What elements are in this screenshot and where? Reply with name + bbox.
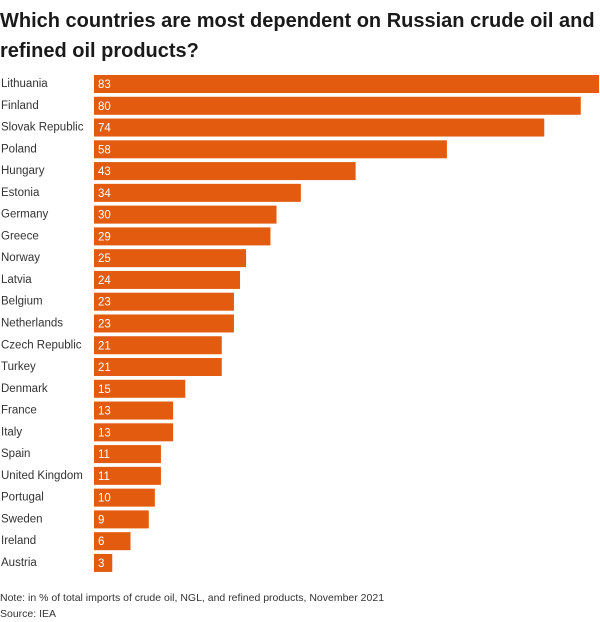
category-label: Hungary	[1, 165, 45, 177]
bar	[94, 336, 222, 355]
bar	[94, 423, 174, 442]
value-label: 13	[98, 427, 111, 439]
value-label: 21	[98, 362, 111, 374]
bar	[94, 227, 271, 246]
bar	[94, 205, 277, 224]
bar	[94, 314, 234, 333]
bar	[94, 532, 131, 551]
value-label: 34	[98, 188, 111, 200]
source: Source: IEA	[0, 608, 57, 620]
bar	[94, 75, 599, 93]
category-label: Belgium	[1, 296, 43, 308]
note: Note: in % of total imports of crude oil…	[0, 592, 385, 604]
bar	[94, 162, 356, 181]
value-label: 9	[98, 514, 104, 526]
bar	[94, 183, 301, 202]
category-label: Netherlands	[1, 318, 63, 330]
value-label: 11	[98, 449, 110, 461]
category-label: Italy	[1, 426, 22, 438]
value-label: 25	[98, 253, 111, 265]
bar	[94, 249, 247, 268]
category-label: Poland	[1, 143, 37, 155]
bar	[94, 96, 581, 115]
value-label: 80	[98, 101, 111, 113]
category-label: Denmark	[1, 383, 48, 395]
value-label: 83	[98, 79, 111, 91]
category-label: Latvia	[1, 274, 32, 286]
category-label: Portugal	[1, 492, 44, 504]
category-label: Spain	[1, 448, 30, 460]
value-label: 23	[98, 297, 111, 309]
category-label: Finland	[1, 100, 39, 112]
value-label: 74	[98, 123, 111, 135]
bar	[94, 140, 447, 159]
bar	[94, 379, 186, 398]
value-label: 21	[98, 340, 111, 352]
value-label: 23	[98, 319, 111, 331]
category-label: Sweden	[1, 513, 43, 525]
bar	[94, 292, 234, 311]
value-label: 58	[98, 144, 111, 156]
value-label: 11	[98, 471, 110, 483]
category-label: Estonia	[1, 187, 40, 199]
category-label: United Kingdom	[1, 470, 83, 482]
category-label: Slovak Republic	[1, 122, 84, 134]
bar	[94, 488, 155, 507]
bar	[94, 466, 161, 485]
value-label: 15	[98, 384, 111, 396]
bar	[94, 553, 113, 572]
value-label: 3	[98, 558, 104, 570]
bar	[94, 445, 161, 464]
category-label: Greece	[1, 230, 39, 242]
bar	[94, 270, 241, 289]
category-label: Lithuania	[1, 78, 48, 90]
bar	[94, 401, 174, 420]
value-label: 29	[98, 231, 111, 243]
value-label: 24	[98, 275, 111, 287]
category-label: Turkey	[1, 361, 36, 373]
category-label: Ireland	[1, 535, 36, 547]
value-label: 10	[98, 493, 111, 505]
category-label: Norway	[1, 252, 40, 264]
value-label: 13	[98, 406, 111, 418]
bar	[94, 118, 545, 137]
value-label: 43	[98, 166, 111, 178]
category-label: France	[1, 405, 37, 417]
value-label: 6	[98, 536, 104, 548]
bar	[94, 358, 222, 377]
chart-title: Which countries are most dependent on Ru…	[0, 10, 595, 62]
category-label: Austria	[1, 557, 37, 569]
category-label: Germany	[1, 209, 49, 221]
category-label: Czech Republic	[1, 339, 82, 351]
bar	[94, 510, 149, 529]
value-label: 30	[98, 210, 111, 222]
